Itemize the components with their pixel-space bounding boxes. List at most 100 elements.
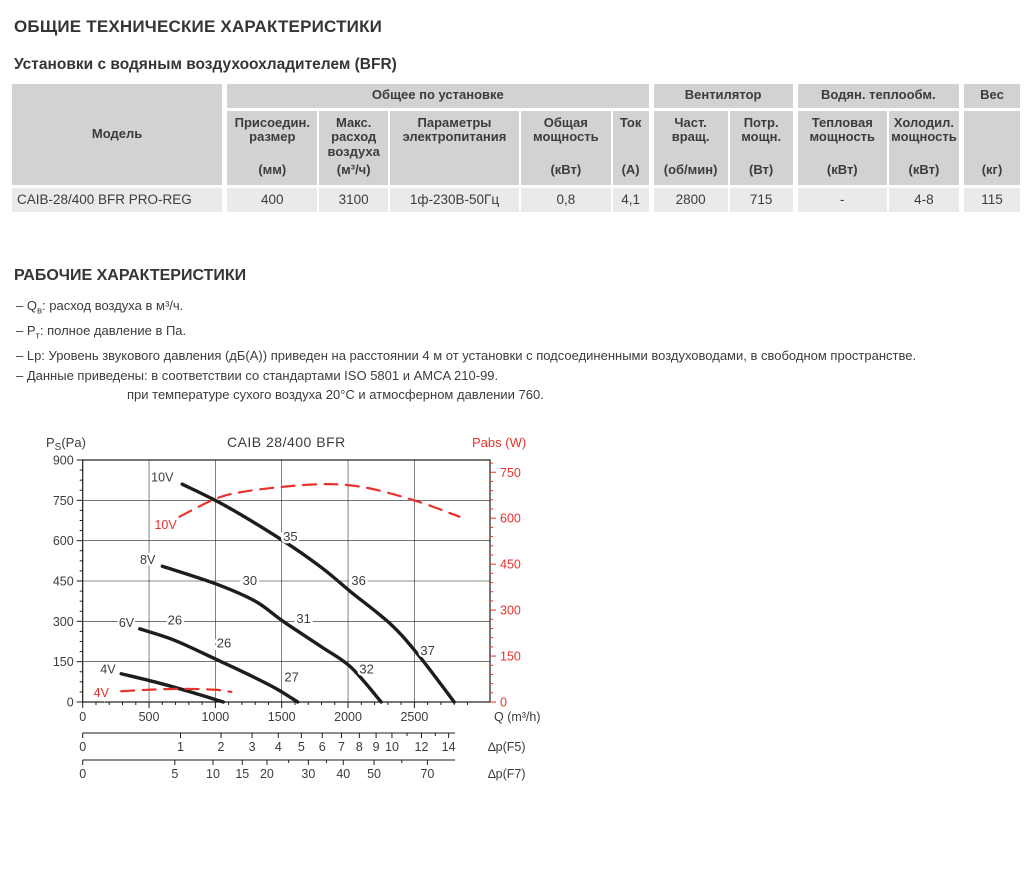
table-section-title: Установки с водяным воздухоохладителем (… <box>14 56 397 73</box>
svg-text:7: 7 <box>338 740 345 754</box>
notes-list: – Qв: расход воздуха в м³/ч. – Pт: полно… <box>16 296 916 405</box>
svg-text:1: 1 <box>177 740 184 754</box>
chart-title: CAIB 28/400 BFR <box>227 434 346 450</box>
right-axis: 0 150 300 450 600 750 <box>490 462 521 710</box>
svg-text:150: 150 <box>53 655 74 669</box>
group-header-weight: Вес <box>958 82 1022 111</box>
svg-text:5: 5 <box>298 740 305 754</box>
svg-text:9: 9 <box>373 740 380 754</box>
svg-text:600: 600 <box>53 534 74 548</box>
svg-text:0: 0 <box>79 710 86 724</box>
col-header-model: Модель <box>10 82 226 188</box>
svg-text:8: 8 <box>356 740 363 754</box>
col-header: Присоедин. размер (мм) <box>222 108 320 187</box>
value-cell: - <box>792 184 889 214</box>
svg-text:4: 4 <box>275 740 282 754</box>
col-header: Потр. мощн. (Вт) <box>727 108 797 187</box>
db-label-35: 35 <box>283 529 297 544</box>
db-label-32: 32 <box>359 662 373 677</box>
curve-10V-power <box>178 482 461 518</box>
svg-text:300: 300 <box>53 615 74 629</box>
svg-text:2000: 2000 <box>334 710 362 724</box>
curve-6V-pressure <box>138 627 300 704</box>
svg-text:10: 10 <box>385 740 399 754</box>
value-cell: 715 <box>727 184 797 214</box>
svg-text:50: 50 <box>367 767 381 781</box>
svg-text:0: 0 <box>79 767 86 781</box>
svg-text:500: 500 <box>139 710 160 724</box>
svg-text:450: 450 <box>500 558 521 572</box>
db-label-26: 26 <box>217 635 231 650</box>
db-label-27: 27 <box>284 669 298 684</box>
svg-text:900: 900 <box>53 454 74 468</box>
db-label-31: 31 <box>296 611 310 626</box>
svg-text:10: 10 <box>206 767 220 781</box>
value-cell: 0,8 <box>518 184 613 214</box>
curve-label-10V: 10V <box>154 518 177 532</box>
svg-text:0: 0 <box>79 740 86 754</box>
col-header-weight-unit: (кг) <box>958 108 1022 187</box>
svg-text:∆p(F7): ∆p(F7) <box>488 767 526 781</box>
svg-text:0: 0 <box>67 696 74 710</box>
db-label-30: 30 <box>243 573 257 588</box>
svg-text:5: 5 <box>171 767 178 781</box>
svg-text:600: 600 <box>500 512 521 526</box>
svg-text:70: 70 <box>420 767 434 781</box>
curve-label-4V: 4V <box>100 663 116 677</box>
svg-text:30: 30 <box>301 767 315 781</box>
curve-4V-power <box>120 687 233 693</box>
curve-label-10V: 10V <box>151 470 174 484</box>
value-cell: 4,1 <box>610 184 653 214</box>
svg-text:750: 750 <box>53 494 74 508</box>
group-header-water-hx: Водян. теплообм. <box>792 82 963 111</box>
svg-text:14: 14 <box>442 740 456 754</box>
svg-text:750: 750 <box>500 466 521 480</box>
col-header: Ток (А) <box>610 108 653 187</box>
col-header: Параметры электропитания <box>387 108 521 187</box>
svg-text:450: 450 <box>53 575 74 589</box>
curve-10V-pressure <box>180 482 456 704</box>
filter-axis-F5: 0 1 2 3 4 5 6 7 8 9 10 12 14 ∆p(F5) <box>79 732 526 754</box>
value-cell: 115 <box>958 184 1022 214</box>
col-header: Макс. расход воздуха (м³/ч) <box>317 108 390 187</box>
svg-text:150: 150 <box>500 650 521 664</box>
svg-text:3: 3 <box>249 740 256 754</box>
col-header: Тепловая мощность (кВт) <box>792 108 889 187</box>
left-axis-title: PS(Pa) <box>46 435 86 453</box>
db-label-36: 36 <box>351 573 365 588</box>
value-cell: 3100 <box>317 184 390 214</box>
svg-text:2500: 2500 <box>400 710 428 724</box>
note-line: – Lp: Уровень звукового давления (дБ(А))… <box>16 348 917 364</box>
curve-8V-pressure <box>160 564 383 704</box>
col-header: Част. вращ. (об/мин) <box>648 108 730 187</box>
col-header: Холодил. мощность (кВт) <box>886 108 963 187</box>
curve-label-4V: 4V <box>94 686 110 700</box>
x-axis-title: Q (m³/h) <box>494 710 541 724</box>
svg-text:15: 15 <box>235 767 249 781</box>
svg-text:20: 20 <box>260 767 274 781</box>
model-cell: CAIB-28/400 BFR PRO-REG <box>10 184 226 214</box>
value-cell: 4-8 <box>886 184 963 214</box>
svg-text:12: 12 <box>415 740 429 754</box>
svg-text:1500: 1500 <box>268 710 296 724</box>
col-header: Общая мощность (кВт) <box>518 108 613 187</box>
note-line: – Данные приведены: в соответствии со ст… <box>16 367 499 383</box>
section-title-operating: РАБОЧИЕ ХАРАКТЕРИСТИКИ <box>14 267 247 284</box>
group-header-fan: Вентилятор <box>648 82 797 111</box>
filter-axis-F7: 0 5 10 15 20 30 40 50 70 ∆p(F7) <box>79 759 526 781</box>
svg-text:40: 40 <box>336 767 350 781</box>
x-axis: 0 500 1000 1500 2000 2500 <box>79 702 468 724</box>
svg-text:1000: 1000 <box>201 710 229 724</box>
svg-text:0: 0 <box>500 696 507 710</box>
svg-text:∆p(F5): ∆p(F5) <box>488 740 526 754</box>
svg-text:6: 6 <box>319 740 326 754</box>
svg-text:300: 300 <box>500 604 521 618</box>
spec-table: Модель Общее по установке Вентилятор Вод… <box>10 82 1022 214</box>
note-line: – Pт: полное давление в Па. <box>16 323 187 342</box>
value-cell: 2800 <box>648 184 730 214</box>
right-axis-title: Pabs (W) <box>472 435 526 450</box>
value-cell: 400 <box>222 184 320 214</box>
svg-text:2: 2 <box>218 740 225 754</box>
